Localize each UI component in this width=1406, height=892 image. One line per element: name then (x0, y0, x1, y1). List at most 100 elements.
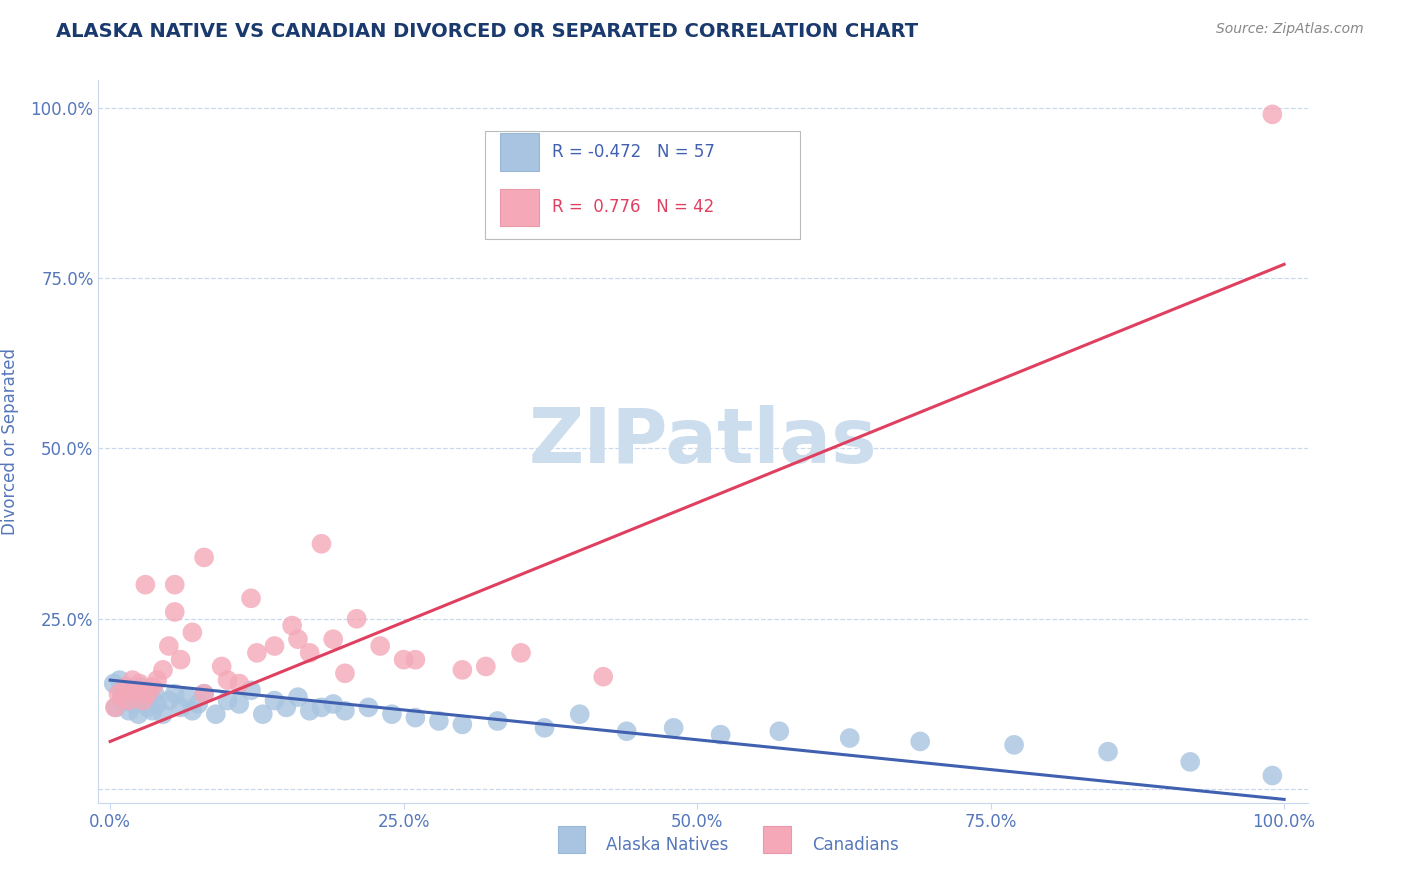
Point (392, 653, 415, 667)
Point (346, 612, 368, 626)
Point (357, 700, 380, 714)
Point (451, 717, 474, 731)
Point (662, 721, 685, 735)
Point (112, 693, 135, 707)
Point (193, 687, 215, 701)
Point (322, 697, 344, 711)
Text: Source: ZipAtlas.com: Source: ZipAtlas.com (1216, 22, 1364, 37)
Point (486, 714, 509, 728)
Point (311, 537, 333, 551)
Point (252, 707, 274, 722)
Point (136, 687, 159, 701)
Point (1261, 107, 1284, 121)
Point (217, 673, 239, 687)
Point (134, 687, 156, 701)
Point (139, 690, 162, 705)
FancyBboxPatch shape (501, 133, 538, 170)
Point (427, 714, 450, 728)
Point (616, 724, 638, 739)
Point (333, 666, 356, 681)
Point (908, 734, 931, 748)
Point (132, 693, 155, 707)
FancyBboxPatch shape (485, 131, 800, 239)
Point (204, 707, 226, 722)
Point (111, 690, 134, 705)
Point (163, 687, 186, 701)
Point (152, 663, 174, 677)
Point (187, 697, 209, 711)
Point (217, 693, 239, 707)
Point (169, 700, 191, 714)
Point (146, 697, 169, 711)
Point (838, 731, 860, 745)
Point (211, 659, 233, 673)
Point (451, 663, 474, 677)
Point (157, 693, 180, 707)
Point (128, 676, 150, 690)
Point (381, 707, 404, 722)
Text: Alaska Natives: Alaska Natives (606, 836, 728, 854)
Point (157, 639, 180, 653)
Point (333, 704, 356, 718)
FancyBboxPatch shape (558, 826, 585, 854)
Point (163, 605, 186, 619)
Point (103, 676, 125, 690)
Point (105, 700, 128, 714)
Point (143, 687, 166, 701)
Point (287, 632, 309, 647)
Point (1261, 768, 1284, 782)
Point (108, 673, 131, 687)
Point (122, 697, 145, 711)
Point (1002, 738, 1025, 752)
FancyBboxPatch shape (501, 188, 538, 227)
Text: Canadians: Canadians (811, 836, 898, 854)
Point (141, 680, 163, 694)
FancyBboxPatch shape (763, 826, 790, 854)
Point (475, 659, 498, 673)
Point (710, 728, 733, 742)
Point (1180, 755, 1202, 769)
Point (228, 676, 250, 690)
Point (276, 700, 298, 714)
Point (104, 700, 127, 714)
Point (118, 693, 141, 707)
Point (322, 632, 344, 647)
Point (118, 704, 141, 718)
Point (281, 618, 304, 632)
Point (136, 700, 159, 714)
Point (287, 690, 309, 705)
Point (193, 550, 215, 565)
Point (193, 687, 215, 701)
Point (107, 687, 129, 701)
Point (152, 707, 174, 722)
Point (404, 710, 426, 724)
Point (134, 577, 156, 591)
Point (114, 680, 136, 694)
Point (163, 577, 186, 591)
Point (768, 724, 790, 739)
Point (368, 639, 391, 653)
Point (533, 721, 555, 735)
Point (228, 697, 250, 711)
Text: ZIPatlas: ZIPatlas (529, 405, 877, 478)
Point (146, 673, 169, 687)
Point (121, 673, 143, 687)
Point (181, 625, 204, 640)
Point (510, 646, 533, 660)
Text: R = -0.472   N = 57: R = -0.472 N = 57 (551, 143, 714, 161)
Point (263, 639, 285, 653)
Text: ALASKA NATIVE VS CANADIAN DIVORCED OR SEPARATED CORRELATION CHART: ALASKA NATIVE VS CANADIAN DIVORCED OR SE… (56, 22, 918, 41)
Point (592, 670, 614, 684)
Point (181, 704, 204, 718)
Point (404, 653, 426, 667)
Point (298, 704, 321, 718)
Point (141, 704, 163, 718)
Point (115, 680, 138, 694)
Point (127, 707, 149, 722)
Point (129, 680, 152, 694)
Point (1097, 745, 1119, 759)
Point (568, 707, 591, 722)
Point (246, 646, 269, 660)
Point (176, 690, 198, 705)
Text: R =  0.776   N = 42: R = 0.776 N = 42 (551, 198, 714, 217)
